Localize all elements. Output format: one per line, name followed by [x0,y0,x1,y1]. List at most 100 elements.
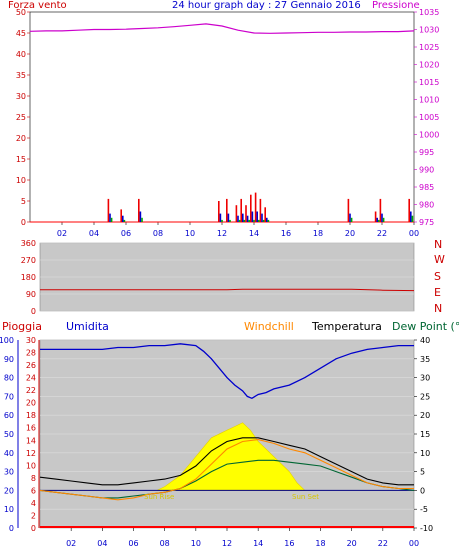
direction-y-tick-label: 0 [31,307,36,316]
wind-y-tick-label: 10 [16,176,26,185]
graph-title: 24 hour graph day : 27 Gennaio 2016 [172,0,361,11]
wind-bar [382,217,385,222]
wind-bar [235,205,238,222]
rain-y-tick-label: 30 [26,336,36,345]
wind-bar [251,211,254,222]
bottom-x-tick-label: 12 [222,539,232,548]
compass-s: S [434,270,441,283]
wind-bar [264,207,266,222]
humidity-y-tick-label: 50 [4,430,14,439]
compass-n-top: N [434,238,443,251]
bottom-x-tick-label: 08 [160,539,170,548]
temp-y-tick-label: 20 [420,411,430,420]
wind-bar [410,211,412,222]
humidity-line [40,343,414,400]
humidity-y-tick-label: 80 [4,374,14,383]
wind-bar [381,213,383,222]
top-x-tick-label: 12 [217,229,227,238]
compass-e: E [434,286,441,299]
rain-y-tick-label: 20 [26,399,36,408]
solar-area [156,422,306,491]
sunrise-label: Sun Rise [144,493,175,501]
wind-y-tick-label: 45 [16,29,26,38]
humidity-y-tick-label: 100 [0,336,14,345]
temp-y-tick-label: 40 [420,336,430,345]
top-x-tick-label: 14 [249,229,259,238]
wind-bar [254,192,257,222]
pressure-y-tick-label: 980 [419,201,434,210]
rain-y-tick-label: 12 [26,449,36,458]
wind-bar [245,205,247,222]
wind-y-tick-label: 50 [16,8,26,17]
legend-windchill: Windchill [244,320,294,333]
temperature-line [39,437,414,486]
pressure-y-tick-label: 1000 [419,131,439,140]
compass-w: W [434,253,445,266]
pressure-y-tick-label: 1005 [419,113,439,122]
rain-y-tick-label: 16 [26,424,36,433]
top-x-tick-label: 18 [313,229,323,238]
rain-y-tick-label: 8 [31,474,36,483]
temp-y-tick-label: 15 [420,430,430,439]
rain-y-tick-label: 28 [26,349,36,358]
temp-y-tick-label: -10 [420,524,433,533]
pressure-y-tick-label: 1035 [419,8,439,17]
temp-y-tick-label: 0 [420,486,425,495]
wind-bar [262,219,265,222]
top-x-tick-label: 00 [409,229,419,238]
wind-bar [120,209,122,222]
temp-y-tick-label: -5 [420,505,428,514]
top-x-tick-label: 04 [89,229,99,238]
bottom-x-tick-label: 16 [284,539,294,548]
wind-bar [350,217,353,222]
humidity-y-tick-label: 60 [4,411,14,420]
humidity-y-tick-label: 10 [4,505,14,514]
wind-bar [218,201,220,222]
rain-y-tick-label: 4 [31,499,36,508]
wind-bar [411,215,414,222]
bottom-x-tick-label: 22 [378,539,388,548]
rain-y-tick-label: 14 [26,436,36,445]
wind-bar [226,198,228,222]
temp-y-tick-label: 35 [420,355,430,364]
top-x-tick-label: 10 [185,229,195,238]
wind-y-tick-label: 30 [16,92,26,101]
wind-bar [123,219,126,222]
wind-axis-label: Forza vento [8,0,67,11]
bottom-x-tick-label: 04 [97,539,107,548]
direction-y-tick-label: 270 [21,256,36,265]
rain-y-tick-label: 0 [31,524,36,533]
wind-bar [376,217,378,222]
direction-line [40,288,415,292]
wind-bar [141,217,143,222]
wind-bar [374,211,377,222]
wind-bar [138,198,140,222]
bottom-x-tick-label: 00 [409,539,419,548]
wind-bar [256,211,258,222]
top-x-tick-label: 22 [377,229,387,238]
pressure-y-tick-label: 985 [419,183,434,192]
wind-bar [242,213,244,222]
direction-y-tick-label: 90 [26,290,36,299]
wind-bar [379,198,382,222]
pressure-y-tick-label: 1010 [419,96,439,105]
top-x-tick-label: 02 [57,229,67,238]
wind-y-tick-label: 25 [16,113,26,122]
wind-bar [221,219,223,222]
pressure-y-tick-label: 995 [419,148,434,157]
humidity-y-tick-label: 20 [4,486,14,495]
humidity-y-tick-label: 90 [4,355,14,364]
rain-y-tick-label: 10 [26,461,36,470]
wind-bar [258,219,260,222]
temp-y-tick-label: 10 [420,449,430,458]
wind-bar [238,219,241,222]
pressure-y-tick-label: 1030 [419,26,439,35]
rain-y-tick-label: 6 [31,486,36,495]
sunset-label: Sun Set [292,493,320,501]
legend-dewpoint: Dew Point (°C [392,320,459,333]
wind-bar [349,213,351,222]
pressure-line [29,23,415,34]
humidity-y-tick-label: 70 [4,392,14,401]
top-panel [29,11,415,223]
